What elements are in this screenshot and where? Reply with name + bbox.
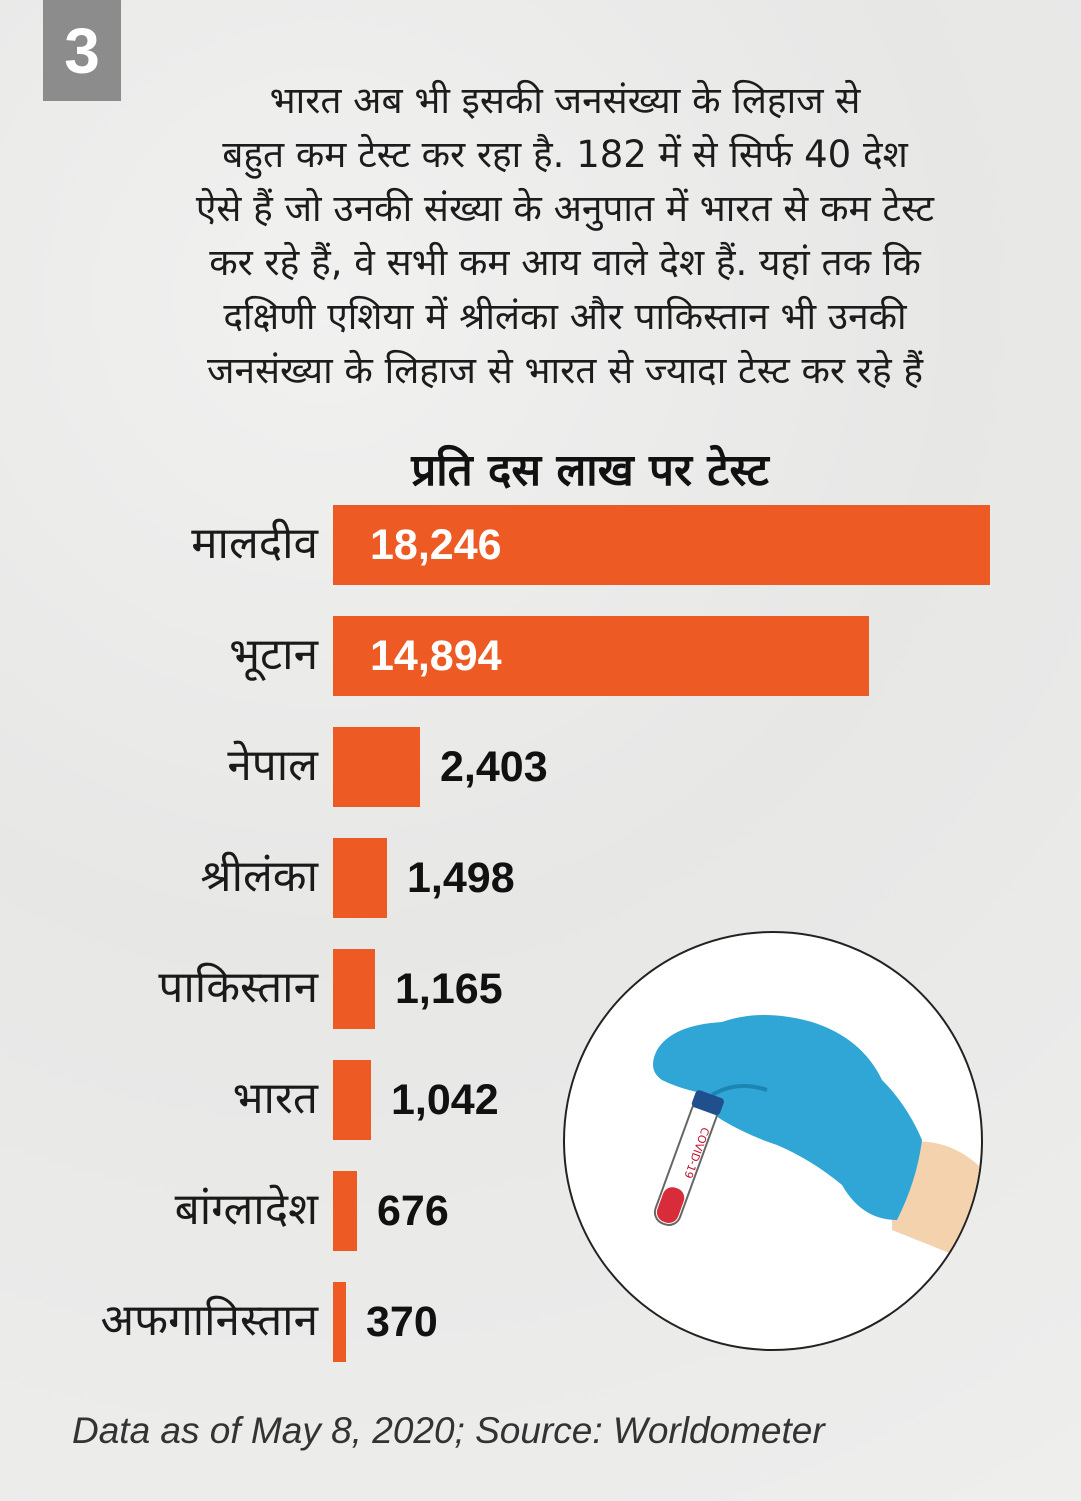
bar-value-label: 370 xyxy=(366,1298,438,1346)
bar-row: अफगानिस्तान 370 xyxy=(0,1282,1081,1362)
bar-category-label: अफगानिस्तान xyxy=(100,1295,318,1346)
intro-line: कर रहे हैं, वे सभी कम आय वाले देश हैं. य… xyxy=(209,241,921,284)
bar-row: भूटान 14,894 xyxy=(0,616,1081,696)
bar-value-label: 676 xyxy=(377,1187,449,1235)
bar-category-label: भारत xyxy=(232,1073,318,1124)
bar xyxy=(333,727,420,807)
intro-line: बहुत कम टेस्ट कर रहा है. 182 में से सिर्… xyxy=(222,133,908,176)
intro-line: भारत अब भी इसकी जनसंख्या के लिहाज से xyxy=(269,79,861,122)
bar-value-label: 1,498 xyxy=(407,854,515,902)
bar-value-label: 1,165 xyxy=(395,965,503,1013)
bar xyxy=(333,949,375,1029)
bar-category-label: मालदीव xyxy=(191,518,318,569)
bar-row: भारत 1,042 xyxy=(0,1060,1081,1140)
bar-value-label: 2,403 xyxy=(440,743,548,791)
bar-value-label: 1,042 xyxy=(391,1076,499,1124)
intro-line: दक्षिणी एशिया में श्रीलंका और पाकिस्तान … xyxy=(223,295,907,338)
intro-paragraph: भारत अब भी इसकी जनसंख्या के लिहाज से बहु… xyxy=(100,74,1030,398)
intro-line: जनसंख्या के लिहाज से भारत से ज्यादा टेस्… xyxy=(206,349,923,392)
bar xyxy=(333,838,387,918)
bar-category-label: श्रीलंका xyxy=(200,851,318,902)
bar-value-label: 18,246 xyxy=(370,521,502,569)
chart-title: प्रति दस लाख पर टेस्ट xyxy=(411,445,769,496)
gloved-hand-holding-covid-test-tube-icon: COVID-19 xyxy=(563,931,983,1351)
bar-row: पाकिस्तान 1,165 xyxy=(0,949,1081,1029)
bar-row: नेपाल 2,403 xyxy=(0,727,1081,807)
bar xyxy=(333,1171,357,1251)
bar-row: मालदीव 18,246 xyxy=(0,505,1081,585)
intro-line: ऐसे हैं जो उनकी संख्या के अनुपात में भार… xyxy=(195,187,935,230)
bar-row: बांग्लादेश 676 xyxy=(0,1171,1081,1251)
bar-category-label: भूटान xyxy=(229,629,318,680)
bar-value-label: 14,894 xyxy=(370,632,502,680)
bar xyxy=(333,616,869,696)
bar xyxy=(333,1282,346,1362)
bar-category-label: पाकिस्तान xyxy=(158,962,318,1013)
bar-category-label: बांग्लादेश xyxy=(174,1184,318,1235)
section-number-badge: 3 xyxy=(43,0,121,101)
bar-category-label: नेपाल xyxy=(227,740,318,791)
bar xyxy=(333,1060,371,1140)
source-note: Data as of May 8, 2020; Source: Worldome… xyxy=(72,1410,825,1451)
bar xyxy=(333,505,990,585)
bar-row: श्रीलंका 1,498 xyxy=(0,838,1081,918)
